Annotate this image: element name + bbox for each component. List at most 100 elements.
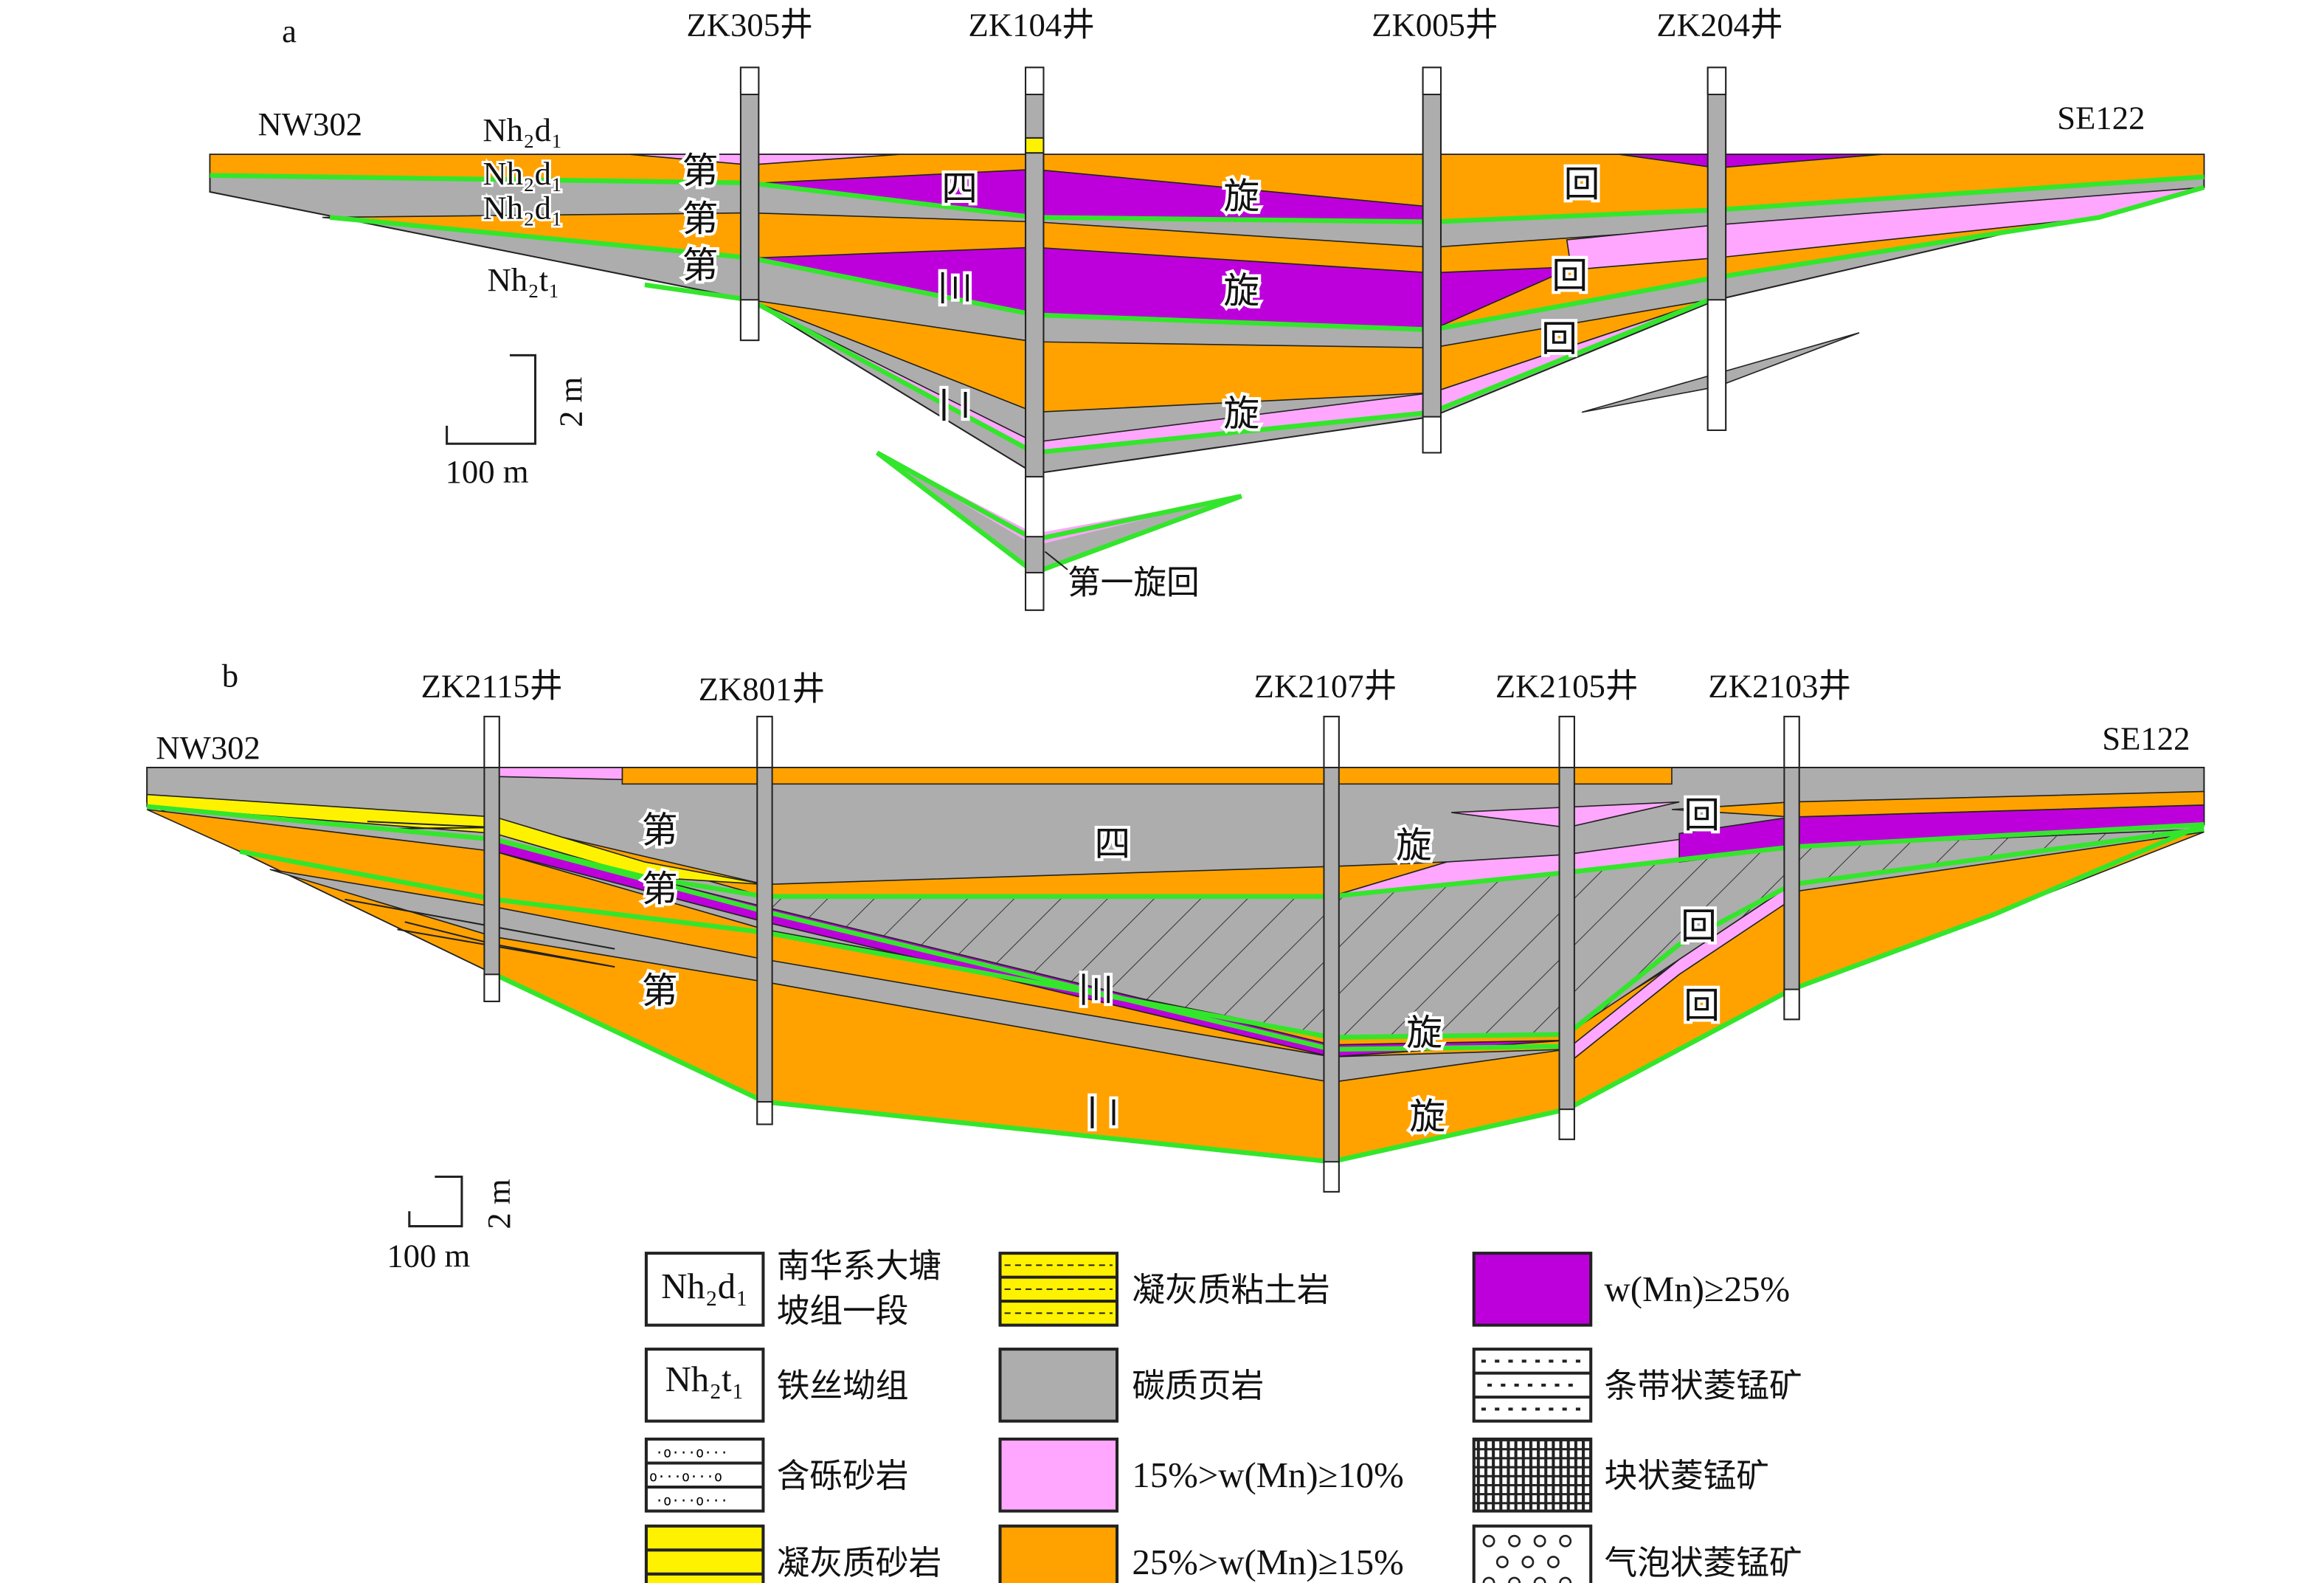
legend-item-nh2d1: Nh₂d₁ 南华系大塘 坡组一段	[644, 1247, 942, 1331]
svg-text:·o···o···: ·o···o···	[655, 1493, 728, 1508]
legend-symbol: Nh₂d₁	[661, 1266, 748, 1306]
cycle-label: 旋	[1223, 270, 1259, 311]
cycle-label: 旋	[1409, 1097, 1445, 1138]
legend-label: 块状菱锰矿	[1605, 1457, 1770, 1495]
end-label-left: NW302	[156, 729, 260, 766]
legend: Nh₂d₁ 南华系大塘 坡组一段 Nh₂t₁ 铁丝坳组 ·o···o··· o·…	[644, 1247, 1802, 1583]
cycle-label: 四	[1095, 824, 1131, 865]
legend-label: 含砾砂岩	[777, 1457, 909, 1495]
formation-label: Nh₂d₁	[483, 190, 562, 227]
cycle-label: 旋	[1396, 825, 1432, 866]
legend-item-bubble-rhodochrosite: 气泡状菱锰矿	[1472, 1524, 1802, 1583]
well-label: ZK104井	[969, 7, 1095, 44]
cycle-boundary-line	[239, 827, 2204, 1040]
panel-b: b NW302 SE122 ZK2115井 ZK801井 ZK2107井 ZK2…	[146, 657, 2205, 1274]
well-label: ZK2103井	[1708, 668, 1851, 705]
lens-line	[397, 921, 615, 968]
legend-label: 坡组一段	[777, 1292, 909, 1331]
well-label: ZK305井	[686, 7, 812, 44]
well-zk2103[interactable]	[1783, 715, 1800, 1021]
well-label: ZK2107井	[1254, 668, 1397, 705]
well-zk305[interactable]	[739, 66, 760, 342]
scale-bar: 2 m 100 m	[446, 353, 589, 490]
panel-a-label: a	[282, 13, 297, 49]
cycle-boundary-line	[494, 837, 1567, 1052]
cycle-label: 四	[941, 168, 978, 210]
cycle-label: 回	[1564, 164, 1600, 205]
formation-label: Nh₂d₁	[483, 111, 562, 148]
cycle-label: 回	[1541, 318, 1577, 359]
cycle-label: 旋	[1223, 393, 1259, 435]
cycle-label: 二	[933, 387, 974, 423]
formation-label: Nh₂t₁	[487, 261, 559, 298]
legend-label: 条带状菱锰矿	[1605, 1367, 1802, 1405]
well-label: ZK204井	[1656, 7, 1782, 44]
legend-label: 15%>w(Mn)≥10%	[1132, 1455, 1403, 1495]
panel-b-label: b	[222, 657, 238, 694]
cycle-boundary-line	[210, 173, 2204, 224]
cycle-label: 三	[1073, 971, 1115, 1007]
well-zk2107[interactable]	[1323, 715, 1340, 1193]
end-label-right: SE122	[2057, 100, 2145, 137]
svg-text:·o···o···: ·o···o···	[655, 1445, 728, 1460]
legend-label: w(Mn)≥25%	[1605, 1269, 1791, 1309]
scale-bar: 2 m 100 m	[387, 1176, 517, 1274]
legend-item-pebbly-sandstone: ·o···o··· o···o···o ·o···o··· 含砾砂岩	[644, 1437, 909, 1513]
legend-label: 南华系大塘	[777, 1247, 942, 1286]
legend-item-tuffaceous-claystone: 凝灰质粘土岩	[998, 1252, 1330, 1327]
cycle-label: 回	[1684, 985, 1720, 1027]
cycle-label: 回	[1684, 795, 1720, 836]
leader-line	[1044, 551, 1068, 570]
legend-item-tuffaceous-sandstone: 凝灰质砂岩	[644, 1524, 942, 1583]
well-label: ZK2115井	[421, 668, 563, 705]
well-label: ZK801井	[699, 671, 825, 708]
legend-label: 铁丝坳组	[777, 1367, 909, 1405]
well-zk801[interactable]	[756, 715, 773, 1125]
cycle-label: 二	[1081, 1094, 1122, 1131]
legend-label: 凝灰质粘土岩	[1132, 1271, 1329, 1309]
mn-10-15-layer	[629, 154, 900, 166]
well-label: ZK005井	[1372, 7, 1498, 44]
cycle-label: 回	[1552, 255, 1588, 297]
cycle-label: 第	[642, 810, 678, 852]
end-label-right: SE122	[2102, 720, 2190, 757]
well-zk204[interactable]	[1706, 66, 1727, 431]
scale-horizontal: 100 m	[446, 453, 529, 490]
well-zk005[interactable]	[1422, 66, 1442, 454]
scale-vertical: 2 m	[553, 376, 589, 427]
cycle-label: 旋	[1223, 176, 1259, 217]
mn-25-layer	[1619, 154, 1882, 169]
cycle-label: 回	[1681, 906, 1717, 948]
well-zk104[interactable]	[1025, 66, 1045, 611]
legend-label: 25%>w(Mn)≥15%	[1132, 1542, 1403, 1582]
cycle-label: 第	[642, 970, 678, 1012]
lens-line	[345, 898, 615, 950]
legend-item-massive-rhodochrosite: 块状菱锰矿	[1472, 1437, 1770, 1513]
legend-item-mn-10-15: 15%>w(Mn)≥10%	[998, 1437, 1404, 1513]
cycle-label: 旋	[1406, 1013, 1442, 1054]
legend-symbol: Nh₂t₁	[665, 1359, 744, 1399]
panel-a: a NW302 SE122 ZK305井 ZK104井 ZK005井 ZK204…	[209, 7, 2205, 611]
cycle-label: 第	[682, 151, 719, 192]
legend-item-carbonaceous-shale: 碳质页岩	[998, 1348, 1264, 1423]
cycle-label: 第	[682, 199, 719, 240]
legend-item-banded-rhodochrosite: 条带状菱锰矿	[1472, 1348, 1802, 1423]
scale-horizontal: 100 m	[387, 1237, 470, 1274]
well-zk2105[interactable]	[1558, 715, 1575, 1140]
cycle-label: 三	[933, 270, 974, 306]
end-label-left: NW302	[258, 106, 363, 142]
legend-label: 碳质页岩	[1132, 1367, 1264, 1405]
legend-item-mn-15-25: 25%>w(Mn)≥15%	[998, 1524, 1404, 1583]
svg-text:o···o···o: o···o···o	[649, 1469, 722, 1485]
well-zk2115[interactable]	[483, 715, 500, 1002]
formation-label: Nh₂d₁	[483, 155, 562, 192]
legend-label: 凝灰质砂岩	[777, 1544, 942, 1582]
mn-15-25-layer	[1671, 790, 2205, 818]
legend-item-nh2t1: Nh₂t₁ 铁丝坳组	[644, 1348, 909, 1423]
well-label: ZK2105井	[1495, 668, 1639, 705]
mn-15-25-layer	[621, 767, 1673, 785]
first-cycle-label: 第一旋回	[1068, 563, 1200, 601]
cycle-label: 第	[682, 245, 719, 286]
cycle-label: 第	[642, 869, 678, 910]
